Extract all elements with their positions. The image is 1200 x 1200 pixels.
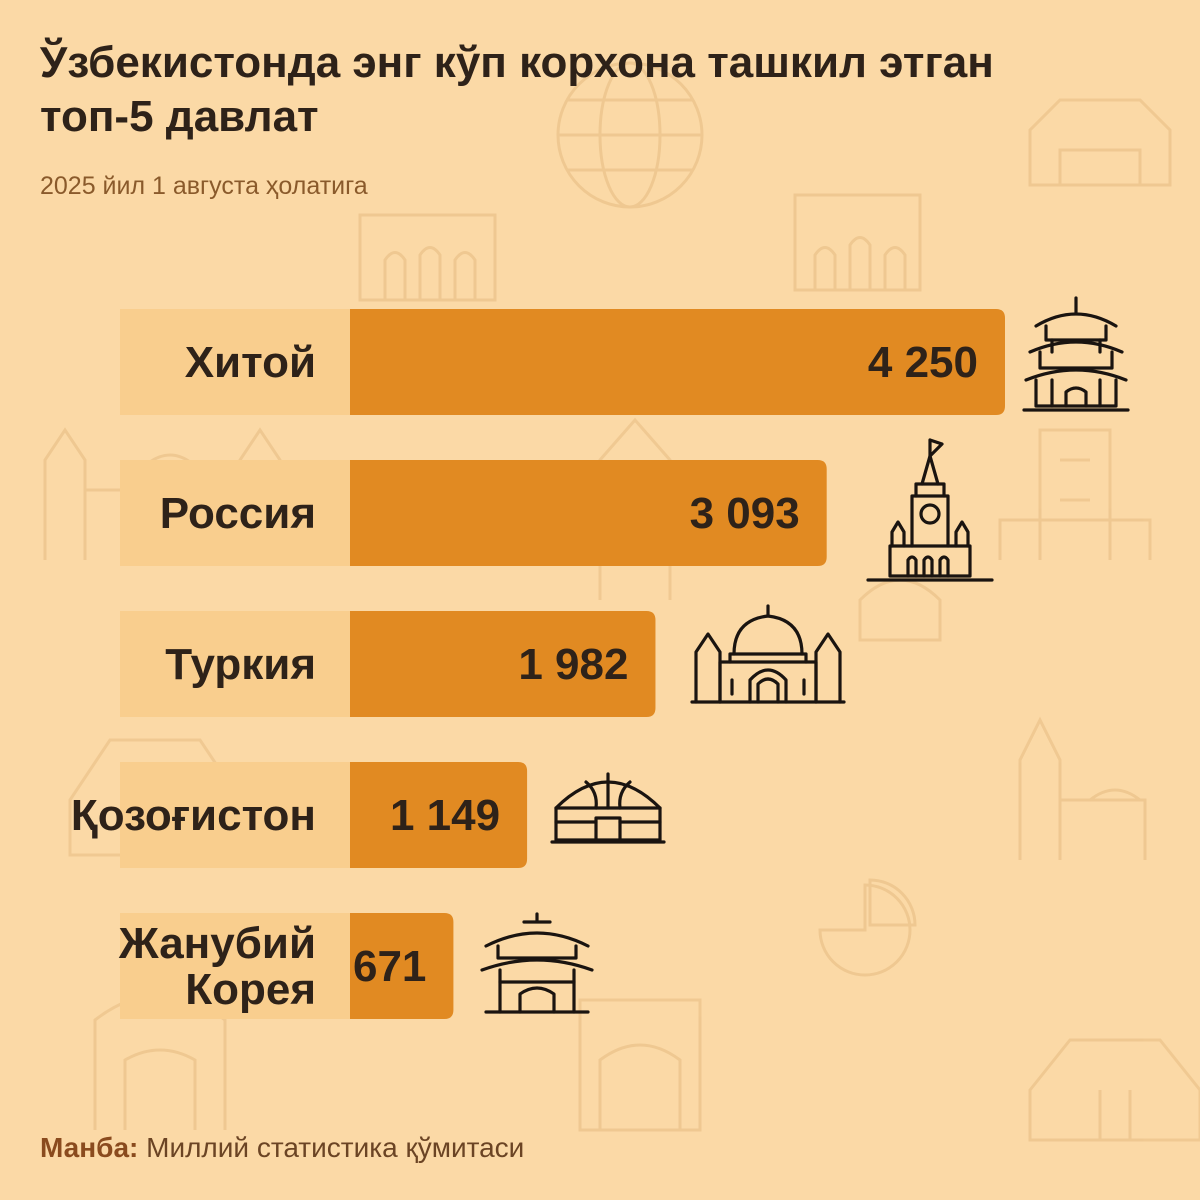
source-footer: Манба: Миллий статистика қўмитаси: [40, 1132, 524, 1164]
source-value: Миллий статистика қўмитаси: [146, 1132, 525, 1163]
value-label-1: 3 093: [690, 489, 800, 538]
mosque-icon: [690, 604, 846, 706]
category-label-line: Қозоғистон: [71, 791, 316, 840]
bar-1: [350, 460, 827, 566]
bar-4: [350, 913, 454, 1019]
bar-2: [350, 611, 656, 717]
category-label-2: Туркия: [165, 640, 316, 689]
category-label-line: Туркия: [165, 640, 316, 689]
bar-track-0: [120, 309, 350, 415]
category-label-line: Хитой: [185, 338, 316, 387]
category-label-line: Жанубий: [118, 919, 316, 968]
korean-gate-icon: [480, 912, 594, 1016]
page-subtitle: 2025 йил 1 августа ҳолатига: [40, 172, 368, 200]
bar-track-1: [120, 460, 350, 566]
category-label-3: Қозоғистон: [71, 791, 316, 840]
bar-track-4: [120, 913, 350, 1019]
value-label-0: 4 250: [868, 338, 978, 387]
bar-track-2: [120, 611, 350, 717]
value-label-4: 671: [353, 942, 426, 991]
pagoda-icon: [1022, 296, 1130, 414]
page-title: Ўзбекистонда энг кўп корхона ташкил этга…: [40, 38, 994, 141]
value-label-3: 1 149: [390, 791, 500, 840]
kremlin-tower-icon: [866, 436, 994, 586]
bar-track-3: [120, 762, 350, 868]
category-label-4: Жанубий Корея: [118, 919, 316, 1014]
value-label-2: 1 982: [518, 640, 628, 689]
bar-0: [350, 309, 1005, 415]
bar-3: [350, 762, 528, 868]
source-label: Манба:: [40, 1132, 139, 1163]
yurt-icon: [550, 770, 666, 846]
category-label-line: Корея: [185, 965, 316, 1014]
category-label-line: Россия: [160, 489, 316, 538]
category-label-1: Россия: [160, 489, 316, 538]
category-label-0: Хитой: [185, 338, 316, 387]
